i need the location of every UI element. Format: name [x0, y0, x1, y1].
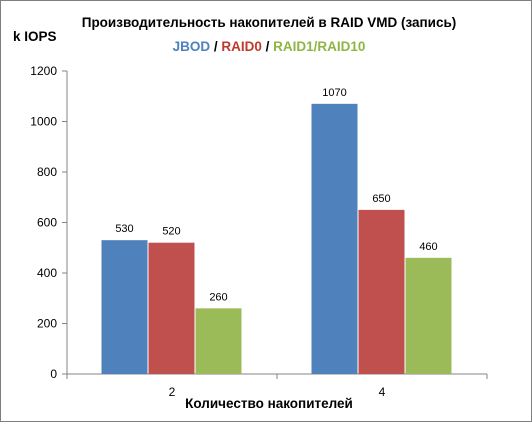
- data-label: 1070: [322, 87, 346, 99]
- subtitle-part-3: /: [262, 39, 273, 54]
- data-label: 650: [372, 193, 390, 205]
- data-label: 460: [419, 241, 437, 253]
- y-tick-label: 800: [37, 165, 57, 179]
- y-axis-label: k IOPS: [13, 29, 57, 44]
- data-label: 520: [162, 226, 180, 238]
- bar: [405, 257, 452, 374]
- bar: [101, 240, 148, 374]
- y-tick-label: 400: [37, 266, 57, 280]
- subtitle-part-0: JBOD: [173, 39, 211, 54]
- subtitle-part-2: RAID0: [221, 39, 262, 54]
- y-tick-label: 1000: [30, 115, 57, 129]
- bar: [195, 308, 242, 374]
- x-tick-label: 2: [169, 385, 176, 399]
- chart-subtitle: JBOD / RAID0 / RAID1/RAID10: [173, 39, 366, 54]
- plot-area: 0 200 400 600 800 1000 1200 530 520 260 2 1070 650 46…: [30, 64, 488, 399]
- chart-title: Производительность накопителей в RAID VM…: [82, 15, 457, 30]
- data-label: 530: [115, 223, 133, 235]
- y-tick-label: 200: [37, 317, 57, 331]
- x-tick-label: 4: [379, 385, 386, 399]
- y-tick-label: 1200: [30, 64, 57, 78]
- bar: [358, 209, 405, 374]
- subtitle-part-1: /: [210, 39, 221, 54]
- data-label: 260: [209, 291, 227, 303]
- subtitle-part-4: RAID1/RAID10: [273, 39, 365, 54]
- bar: [148, 242, 195, 374]
- y-tick-label: 0: [50, 367, 57, 381]
- bar: [311, 103, 358, 374]
- y-tick-label: 600: [37, 216, 57, 230]
- x-axis-label: Количество накопителей: [185, 396, 353, 411]
